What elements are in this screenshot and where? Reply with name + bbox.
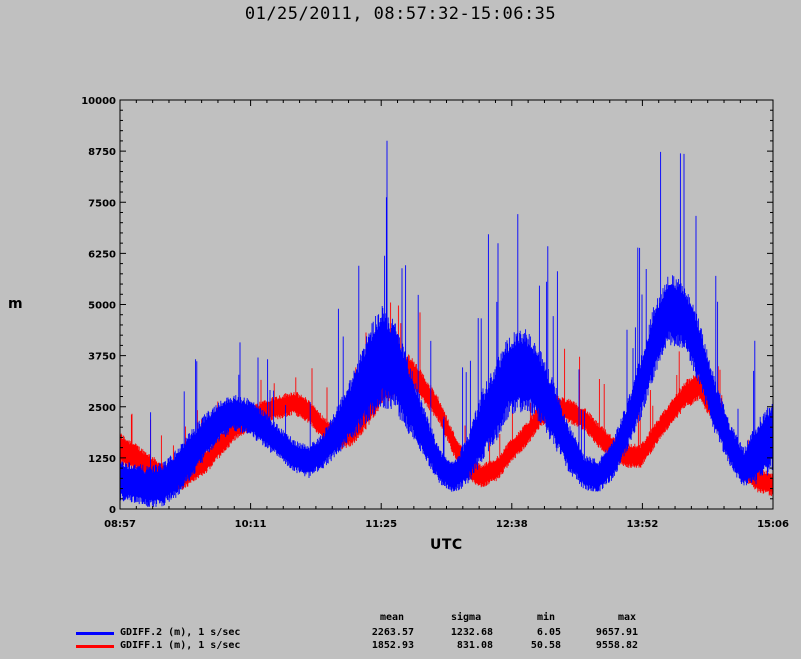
legend-swatch-red: [76, 645, 114, 648]
legend-header-mean: mean: [380, 612, 405, 623]
x-tick-label: 12:38: [496, 519, 528, 530]
y-tick-label: 5000: [88, 301, 116, 312]
legend-row-series-2: GDIFF.1 (m), 1 s/sec 1852.93 831.08 50.5…: [0, 639, 801, 653]
y-axis-label: m: [8, 296, 23, 312]
legend-series-name: GDIFF.2 (m), 1 s/sec: [120, 627, 241, 638]
x-axis-label: UTC: [430, 537, 463, 553]
chart-title: 01/25/2011, 08:57:32-15:06:35: [244, 4, 557, 24]
legend-swatch-blue: [76, 632, 114, 635]
y-tick-label: 0: [109, 505, 116, 516]
y-tick-label: 1250: [88, 454, 116, 465]
legend-mean-value: 2263.57: [371, 627, 414, 638]
legend-min-value: 6.05: [536, 627, 561, 638]
y-tick-label: 3750: [88, 352, 116, 363]
legend-row-series-1: GDIFF.2 (m), 1 s/sec 2263.57 1232.68 6.0…: [0, 626, 801, 640]
y-tick-label: 2500: [88, 403, 116, 414]
x-tick-label: 08:57: [104, 519, 136, 530]
x-tick-label: 11:25: [365, 519, 397, 530]
y-tick-label: 10000: [81, 96, 116, 107]
legend-mean-value: 1852.93: [371, 640, 414, 651]
legend-sigma-value: 1232.68: [450, 627, 493, 638]
y-tick-label: 8750: [88, 147, 116, 158]
legend-series-name: GDIFF.1 (m), 1 s/sec: [120, 640, 241, 651]
x-tick-label: 13:52: [626, 519, 658, 530]
x-tick-label: 15:06: [757, 519, 789, 530]
legend-min-value: 50.58: [530, 640, 561, 651]
legend-header-min: min: [537, 612, 556, 623]
y-tick-label: 6250: [88, 249, 116, 260]
legend-header-sigma: sigma: [451, 612, 482, 623]
legend-max-value: 9558.82: [595, 640, 638, 651]
legend-header-max: max: [618, 612, 637, 623]
x-tick-label: 10:11: [235, 519, 267, 530]
legend-sigma-value: 831.08: [456, 640, 493, 651]
y-tick-label: 7500: [88, 198, 116, 209]
legend: mean sigma min max GDIFF.2 (m), 1 s/sec …: [0, 612, 801, 656]
legend-max-value: 9657.91: [595, 627, 638, 638]
